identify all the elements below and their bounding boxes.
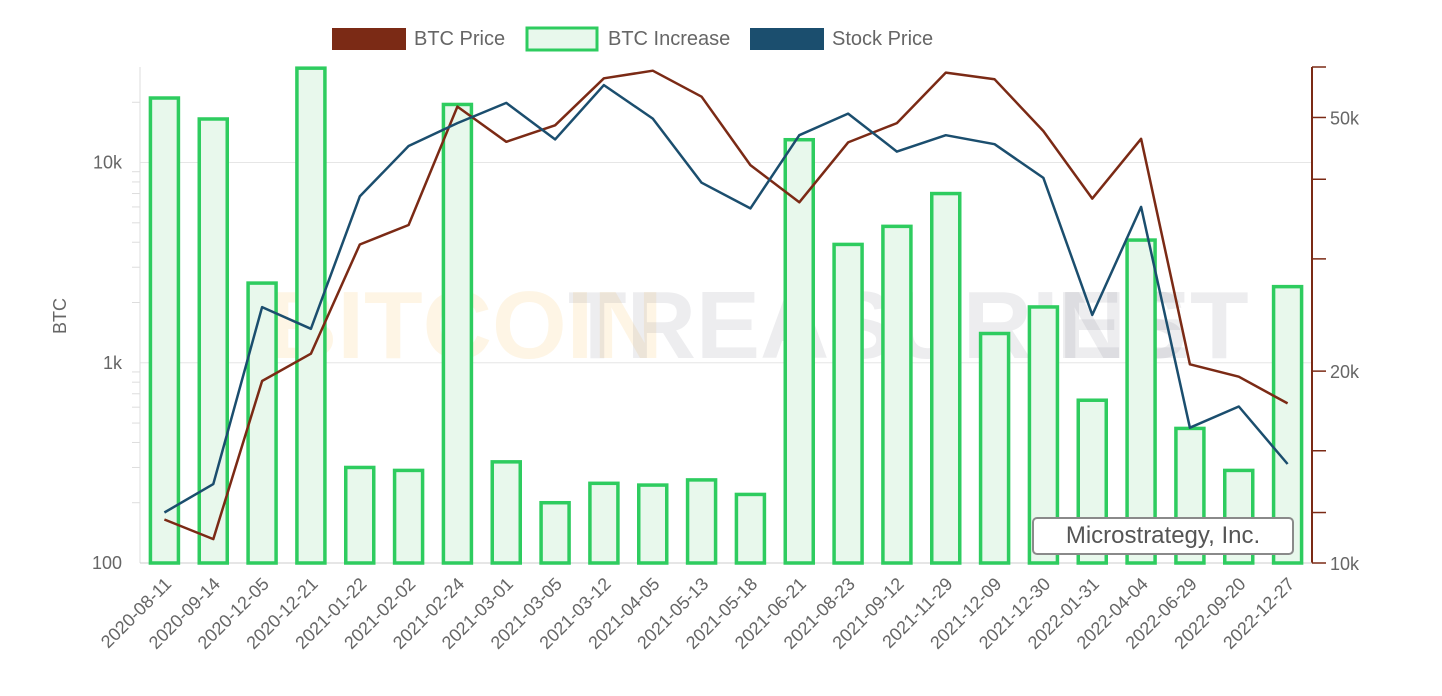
- btc-increase-bar[interactable]: [539, 500, 571, 565]
- btc-increase-bar[interactable]: [1125, 238, 1157, 565]
- btc-increase-bar[interactable]: [978, 331, 1011, 565]
- legend-item-btc-increase[interactable]: BTC Increase: [525, 26, 730, 52]
- y-left-ticks: 100 1k 10k: [92, 153, 123, 573]
- company-label: Microstrategy, Inc.: [1032, 517, 1294, 555]
- stock-price-line[interactable]: [163, 83, 1289, 514]
- btc-increase-bar[interactable]: [832, 242, 864, 565]
- legend[interactable]: BTC Price BTC Increase Stock Price: [332, 26, 933, 52]
- btc-increase-bar[interactable]: [148, 96, 181, 565]
- btc-increase-bar[interactable]: [783, 137, 815, 565]
- y-right-tick-label: 20k: [1330, 362, 1360, 382]
- btc-price-line[interactable]: [163, 69, 1289, 541]
- price-lines: [163, 69, 1289, 541]
- y-left-axis-title: BTC: [50, 298, 70, 334]
- btc-increase-bar[interactable]: [295, 66, 327, 565]
- btc-increase-bar[interactable]: [881, 224, 913, 565]
- btc-increase-bar[interactable]: [246, 281, 278, 565]
- legend-swatch-stock-price: [750, 28, 824, 50]
- btc-increase-bar[interactable]: [734, 492, 767, 565]
- y-right-ticks: 10k 20k 50k: [1312, 66, 1360, 574]
- legend-label-stock-price: Stock Price: [832, 28, 933, 50]
- legend-label-btc-price: BTC Price: [414, 28, 505, 50]
- legend-item-stock-price[interactable]: Stock Price: [750, 28, 933, 50]
- btc-increase-bar[interactable]: [441, 102, 474, 565]
- legend-swatch-btc-increase: [525, 26, 599, 52]
- btc-increase-bar[interactable]: [1271, 284, 1304, 565]
- y-right-tick-label: 10k: [1330, 554, 1360, 574]
- y-right-tick-label: 50k: [1330, 108, 1360, 128]
- x-ticks: 2020-08-112020-09-142020-12-052020-12-21…: [97, 574, 1298, 653]
- btc-increase-bar[interactable]: [197, 117, 229, 565]
- btc-increase-bar[interactable]: [685, 478, 718, 565]
- legend-item-btc-price[interactable]: BTC Price: [332, 28, 505, 50]
- y-left-tick-label: 1k: [103, 353, 123, 373]
- btc-increase-bar[interactable]: [344, 465, 376, 565]
- y-left-tick-label: 10k: [93, 153, 123, 173]
- btc-increase-bar[interactable]: [588, 481, 620, 565]
- btc-increase-bars: [148, 66, 1304, 565]
- y-left-tick-label: 100: [92, 553, 122, 573]
- btc-increase-bar[interactable]: [637, 483, 669, 565]
- btc-increase-bar[interactable]: [930, 191, 962, 565]
- btc-increase-bar[interactable]: [490, 460, 522, 565]
- legend-swatch-btc-price: [332, 28, 406, 50]
- legend-label-btc-increase: BTC Increase: [608, 28, 730, 50]
- btc-increase-bar[interactable]: [392, 468, 425, 565]
